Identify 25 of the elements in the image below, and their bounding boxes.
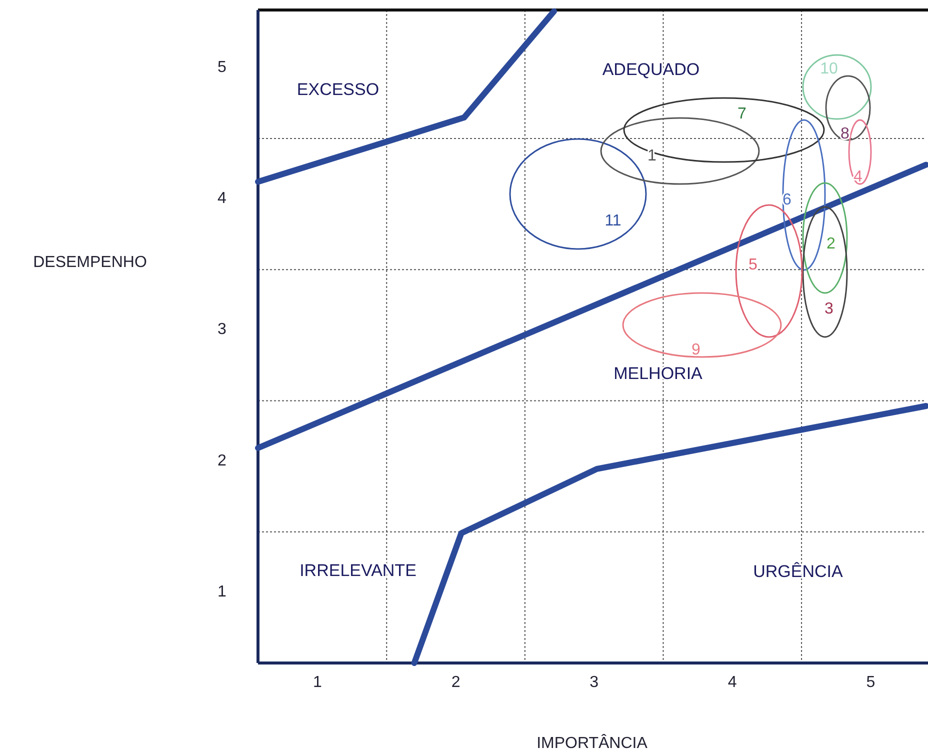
annotation: 3: [824, 300, 834, 318]
annotation: 5: [748, 256, 758, 274]
x-tick-label: 5: [866, 674, 876, 691]
annotation: 7: [738, 106, 747, 123]
y-tick-label: 1: [218, 583, 227, 600]
y-tick-label: 5: [218, 58, 227, 76]
x-tick-label: 3: [590, 674, 599, 691]
y-tick-label: 4: [218, 190, 227, 208]
annotation: 10: [820, 60, 838, 78]
annotation: 2: [826, 236, 836, 253]
x-tick-label: 2: [451, 674, 460, 691]
x-tick-label: 4: [728, 674, 737, 691]
annotation: EXCESSO: [296, 80, 380, 99]
annotation: MELHORIA: [614, 364, 704, 383]
y-axis-title: DESEMPENHO: [33, 254, 147, 271]
y-tick-label: 2: [218, 452, 227, 470]
annotation: IRRELEVANTE: [300, 560, 416, 580]
annotation: URGÊNCIA: [753, 562, 844, 581]
x-tick-label: 1: [313, 674, 322, 691]
annotation: 4: [854, 168, 863, 186]
y-tick-label: 3: [218, 321, 227, 338]
annotation: 11: [604, 212, 622, 230]
x-axis-title: IMPORTÂNCIA: [536, 734, 648, 752]
annotation: 9: [692, 342, 701, 359]
annotation: ADEQUADO: [602, 60, 700, 79]
